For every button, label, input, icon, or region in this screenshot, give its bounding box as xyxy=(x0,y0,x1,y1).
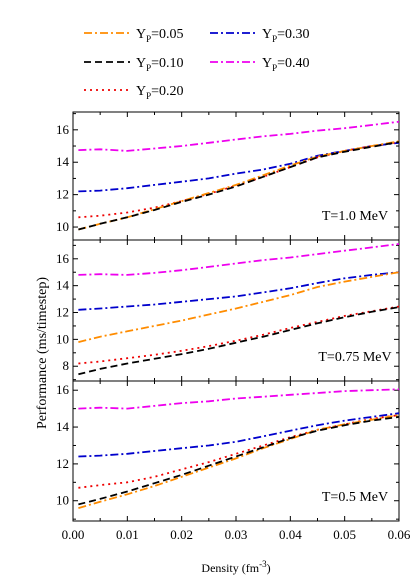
panels: 10 12 14 16 T=1.0 MeV 8 10 12 14 16 T=0.75 MeV 10 12… xyxy=(56,111,411,542)
legend-entry-yp005: YP=0.05 xyxy=(84,27,184,44)
y-tick-label: 16 xyxy=(56,122,70,137)
series-line-yp040 xyxy=(78,120,399,152)
x-tick-label: 0.01 xyxy=(116,527,139,542)
x-tick-label: 0.02 xyxy=(170,527,193,542)
x-tick-label: 0.03 xyxy=(225,527,248,542)
series-line-yp030 xyxy=(78,271,399,311)
panel-label: T=0.5 MeV xyxy=(322,490,388,505)
series-line-yp010 xyxy=(78,141,399,231)
panel-2: 8 10 12 14 16 T=0.75 MeV xyxy=(56,239,400,382)
y-tick-label: 10 xyxy=(56,219,69,234)
x-axis-title-close: ) xyxy=(267,561,271,575)
x-tick-label: 0.05 xyxy=(333,527,356,542)
x-tick-label: 0.00 xyxy=(62,527,85,542)
legend: YP=0.05 YP=0.30 YP=0.10 YP=0.40 YP=0.20 xyxy=(84,27,310,101)
series-line-yp040 xyxy=(78,388,399,410)
y-tick-label: 12 xyxy=(56,456,69,471)
y-tick-label: 10 xyxy=(56,493,69,508)
y-tick-label: 14 xyxy=(56,154,70,169)
series-line-yp040 xyxy=(78,243,399,276)
legend-entry-yp040: YP=0.40 xyxy=(210,56,310,73)
y-tick-label: 16 xyxy=(56,251,70,266)
y-tick-label: 8 xyxy=(63,358,70,373)
y-tick-label: 14 xyxy=(56,419,70,434)
legend-entry-yp010: YP=0.10 xyxy=(84,56,184,73)
y-tick-label: 10 xyxy=(56,331,69,346)
series-line-yp020 xyxy=(78,141,399,219)
x-tick-label: 0.06 xyxy=(388,527,411,542)
series-line-yp030 xyxy=(78,412,399,458)
y-tick-label: 14 xyxy=(56,278,70,293)
panel-label: T=0.75 MeV xyxy=(318,350,391,365)
panel-3: 10 12 14 16 T=0.5 MeV 0.00 0.01 0.02 0.03 0.04 0.0… xyxy=(56,380,411,542)
series-line-yp010 xyxy=(78,416,399,506)
series-line-yp030 xyxy=(78,141,399,193)
legend-label-yp010: YP=0.10 xyxy=(136,56,184,73)
series-line-yp020 xyxy=(78,414,399,489)
y-tick-label: 12 xyxy=(56,305,69,320)
panel-1: 10 12 14 16 T=1.0 MeV xyxy=(56,111,400,241)
legend-entry-yp020: YP=0.20 xyxy=(84,84,184,101)
x-axis-title-main: Density (fm xyxy=(201,561,259,575)
series-line-yp020 xyxy=(78,305,399,365)
y-tick-label: 12 xyxy=(56,187,69,202)
y-tick-label: 16 xyxy=(56,382,70,397)
panel-label: T=1.0 MeV xyxy=(322,209,388,224)
legend-label-yp020: YP=0.20 xyxy=(136,84,184,101)
y-axis-title: Performance (ms/timestep) xyxy=(35,277,50,429)
x-axis-title: Density (fm-3) xyxy=(201,559,270,575)
x-tick-label: 0.04 xyxy=(279,527,302,542)
series-line-yp010 xyxy=(78,306,399,376)
x-axis-title-sup: -3 xyxy=(259,559,267,569)
legend-entry-yp030: YP=0.30 xyxy=(210,27,310,44)
legend-label-yp005: YP=0.05 xyxy=(136,27,184,44)
series-line-yp005 xyxy=(78,271,399,343)
legend-label-yp040: YP=0.40 xyxy=(262,56,310,73)
legend-label-yp030: YP=0.30 xyxy=(262,27,310,44)
